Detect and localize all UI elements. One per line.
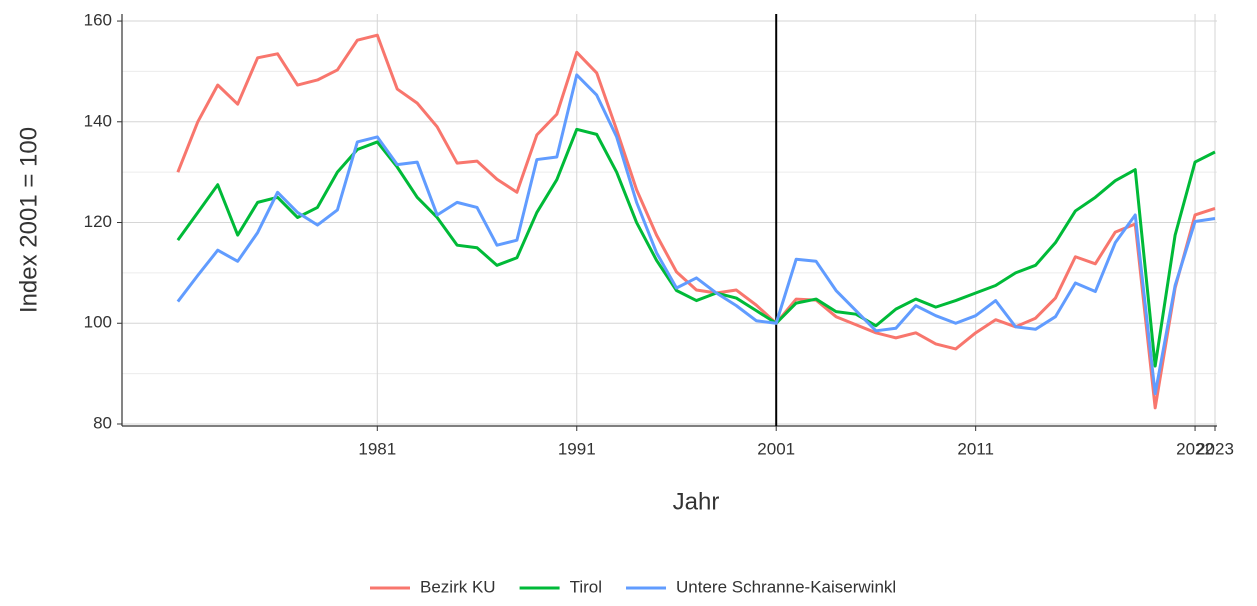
x-tick-label: 2022: [1176, 439, 1214, 458]
x-tick-label: 1981: [358, 439, 396, 458]
series-line: [176, 73, 1216, 396]
x-tick-label: 2011: [957, 439, 994, 458]
series-line: [176, 33, 1216, 410]
legend-label: Bezirk KU: [420, 577, 496, 596]
y-tick-label: 140: [84, 111, 112, 130]
legend-label: Tirol: [570, 577, 602, 596]
y-tick-label: 100: [84, 313, 112, 332]
legend-label: Untere Schranne-Kaiserwinkl: [676, 577, 896, 596]
y-tick-label: 120: [84, 212, 112, 231]
series-line: [176, 127, 1216, 368]
y-axis-title: Index 2001 = 100: [15, 127, 42, 313]
y-tick-label: 160: [84, 11, 112, 30]
x-tick-label: 1991: [558, 439, 596, 458]
x-axis-title: Jahr: [673, 488, 720, 515]
x-tick-label: 2001: [757, 439, 795, 458]
y-tick-label: 80: [93, 413, 112, 432]
x-tick-label: 2023: [1196, 439, 1234, 458]
